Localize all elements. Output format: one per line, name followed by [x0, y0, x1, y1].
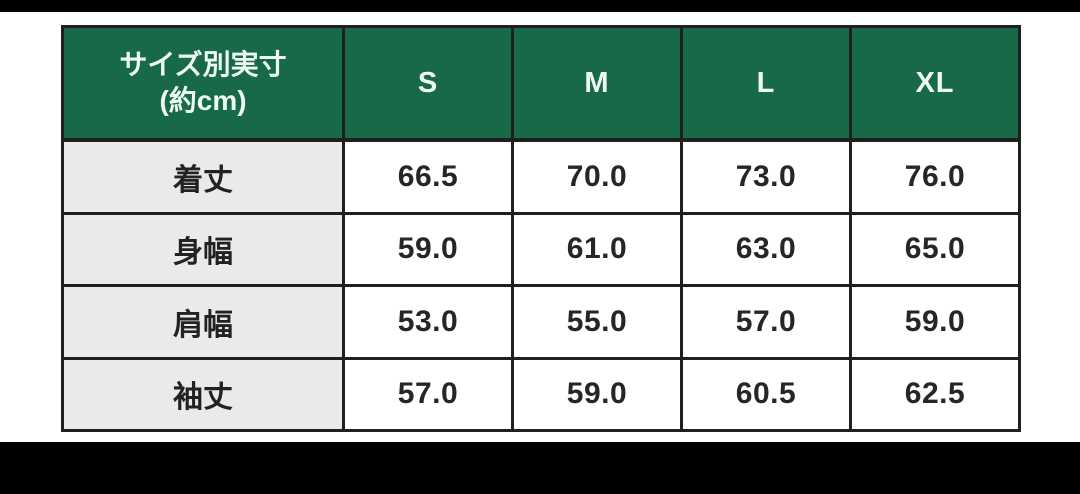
column-header-s: S: [342, 25, 514, 142]
value-cell: 66.5: [342, 138, 514, 215]
value-cell: 55.0: [511, 284, 683, 360]
row-label-sleeve-length: 袖丈: [61, 356, 345, 433]
table-title-cell: サイズ別実寸 (約cm): [61, 25, 345, 142]
row-label-shoulder-width: 肩幅: [61, 284, 345, 360]
table-row-sleeve-length: 袖丈 57.0 59.0 60.5 62.5: [61, 356, 1021, 433]
table-title-line1: サイズ別実寸: [119, 48, 287, 80]
value-cell: 65.0: [849, 211, 1021, 288]
table-row-length: 着丈 66.5 70.0 73.0 76.0: [61, 138, 1021, 215]
table-title-line2: (約cm): [159, 85, 247, 116]
value-cell: 53.0: [342, 284, 514, 360]
column-header-l: L: [680, 25, 852, 142]
size-chart-table: サイズ別実寸 (約cm) S M L XL 着丈 66.5 70.0 73.0 …: [61, 25, 1021, 433]
value-cell: 76.0: [849, 138, 1021, 215]
table-row-body-width: 身幅 59.0 61.0 63.0 65.0: [61, 211, 1021, 288]
value-cell: 57.0: [342, 356, 514, 433]
letterbox-bar-bottom: [0, 442, 1080, 494]
table-row-shoulder-width: 肩幅 53.0 55.0 57.0 59.0: [61, 284, 1021, 360]
value-cell: 60.5: [680, 356, 852, 433]
letterbox-bar-top: [0, 0, 1080, 12]
row-label-length: 着丈: [61, 138, 345, 215]
value-cell: 57.0: [680, 284, 852, 360]
value-cell: 73.0: [680, 138, 852, 215]
value-cell: 61.0: [511, 211, 683, 288]
value-cell: 59.0: [849, 284, 1021, 360]
column-header-xl: XL: [849, 25, 1021, 142]
row-label-body-width: 身幅: [61, 211, 345, 288]
value-cell: 59.0: [511, 356, 683, 433]
value-cell: 63.0: [680, 211, 852, 288]
value-cell: 70.0: [511, 138, 683, 215]
column-header-m: M: [511, 25, 683, 142]
header-row: サイズ別実寸 (約cm) S M L XL: [61, 25, 1021, 142]
value-cell: 62.5: [849, 356, 1021, 433]
value-cell: 59.0: [342, 211, 514, 288]
